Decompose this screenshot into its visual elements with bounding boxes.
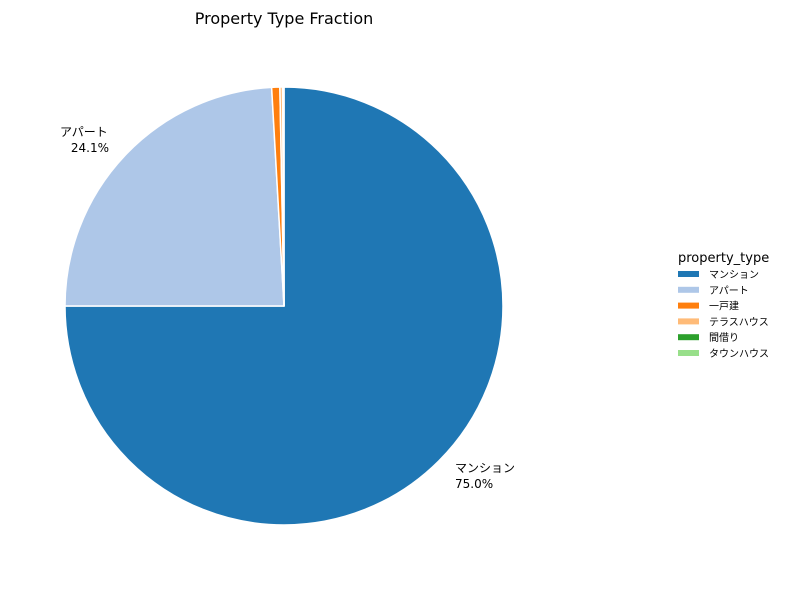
legend-label-5: 間借り bbox=[709, 332, 739, 344]
legend-swatch-1 bbox=[678, 271, 699, 277]
pie-slice-6 bbox=[282, 86, 285, 307]
legend-label-1: マンション bbox=[709, 270, 759, 281]
legend-swatch-5 bbox=[678, 334, 699, 341]
chart-title: Property Type Fraction bbox=[195, 9, 374, 28]
slice-label-mansion-name: マンション bbox=[455, 461, 515, 475]
slice-label-mansion-pct: 75.0% bbox=[455, 477, 493, 491]
legend-label-6: タウンハウス bbox=[709, 348, 769, 360]
pie-slice-2 bbox=[64, 86, 285, 307]
legend-label-3: 一戸建 bbox=[709, 300, 739, 313]
legend: property_type マンションアパート一戸建テラスハウス間借りタウンハウ… bbox=[678, 251, 769, 360]
slice-label-apart-pct: 24.1% bbox=[71, 141, 109, 155]
legend-swatch-6 bbox=[678, 350, 699, 356]
slice-label-apart-name: アパート bbox=[60, 125, 108, 139]
legend-label-2: アパート bbox=[709, 285, 749, 297]
legend-title: property_type bbox=[678, 251, 769, 266]
legend-swatch-4 bbox=[678, 318, 699, 325]
pie-slices bbox=[64, 86, 504, 526]
legend-label-4: テラスハウス bbox=[709, 316, 769, 328]
legend-swatch-2 bbox=[678, 286, 699, 293]
pie-labels: アパート 24.1% マンション 75.0% bbox=[60, 125, 515, 491]
legend-swatch-3 bbox=[678, 302, 699, 309]
